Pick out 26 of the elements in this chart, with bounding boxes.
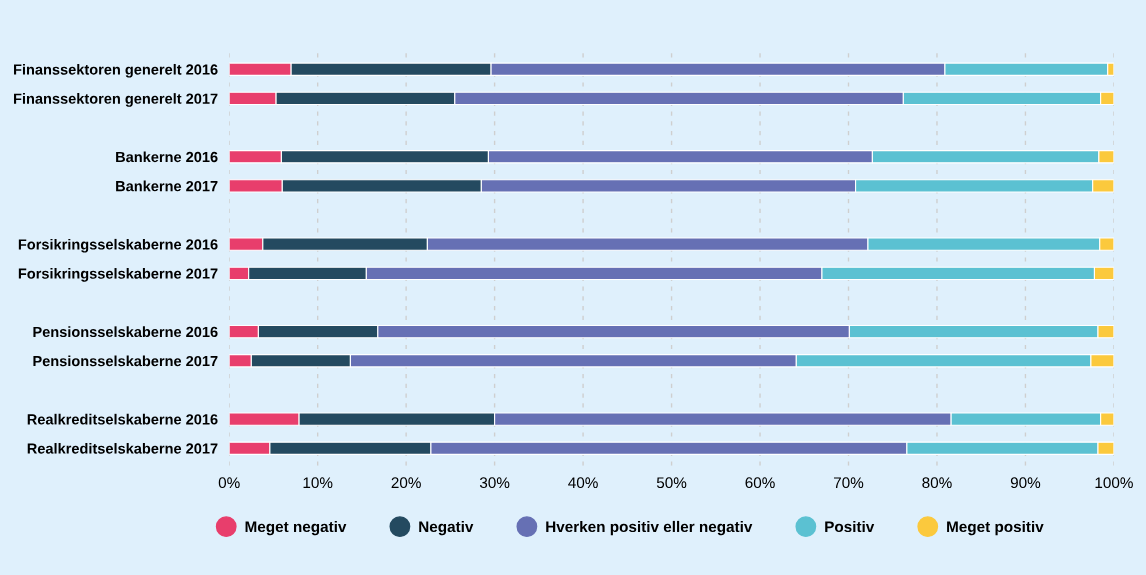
- x-tick-label: 0%: [218, 477, 240, 489]
- y-tick-label: Realkreditselskaberne 2017: [27, 442, 218, 454]
- y-tick-label: Bankerne 2016: [116, 151, 218, 163]
- legend-label: Hverken positiv eller negativ: [546, 520, 753, 536]
- y-tick-label: Finanssektoren generelt 2016: [14, 63, 218, 78]
- legend-label: Meget positiv: [947, 520, 1044, 536]
- y-tick-label: Bankerne 2017: [116, 180, 218, 192]
- y-tick-label: Pensionsselskaberne 2017: [33, 355, 218, 367]
- x-tick-label: 60%: [745, 477, 775, 489]
- x-tick-label: 50%: [656, 477, 687, 489]
- x-tick-label: 10%: [303, 477, 333, 489]
- x-tick-label: 100%: [1095, 477, 1133, 489]
- legend-label: Positiv: [825, 520, 875, 533]
- x-tick-label: 80%: [922, 477, 952, 489]
- y-tick-label: Realkreditselskaberne 2016: [27, 413, 218, 425]
- x-tick-label: 40%: [568, 477, 598, 489]
- y-tick-label: Forsikringsselskaberne 2017: [18, 268, 218, 282]
- y-tick-label: Forsikringsselskaberne 2016: [18, 238, 218, 253]
- x-tick-label: 70%: [833, 477, 864, 489]
- x-tick-label: 90%: [1010, 477, 1041, 489]
- y-tick-label: Pensionsselskaberne 2016: [33, 326, 218, 338]
- legend-label: Negativ: [419, 520, 474, 536]
- x-tick-label: 30%: [479, 477, 510, 489]
- x-tick-label: 20%: [391, 477, 421, 489]
- y-tick-label: Finanssektoren generelt 2017: [14, 93, 218, 107]
- legend-label: Meget negativ: [245, 520, 347, 536]
